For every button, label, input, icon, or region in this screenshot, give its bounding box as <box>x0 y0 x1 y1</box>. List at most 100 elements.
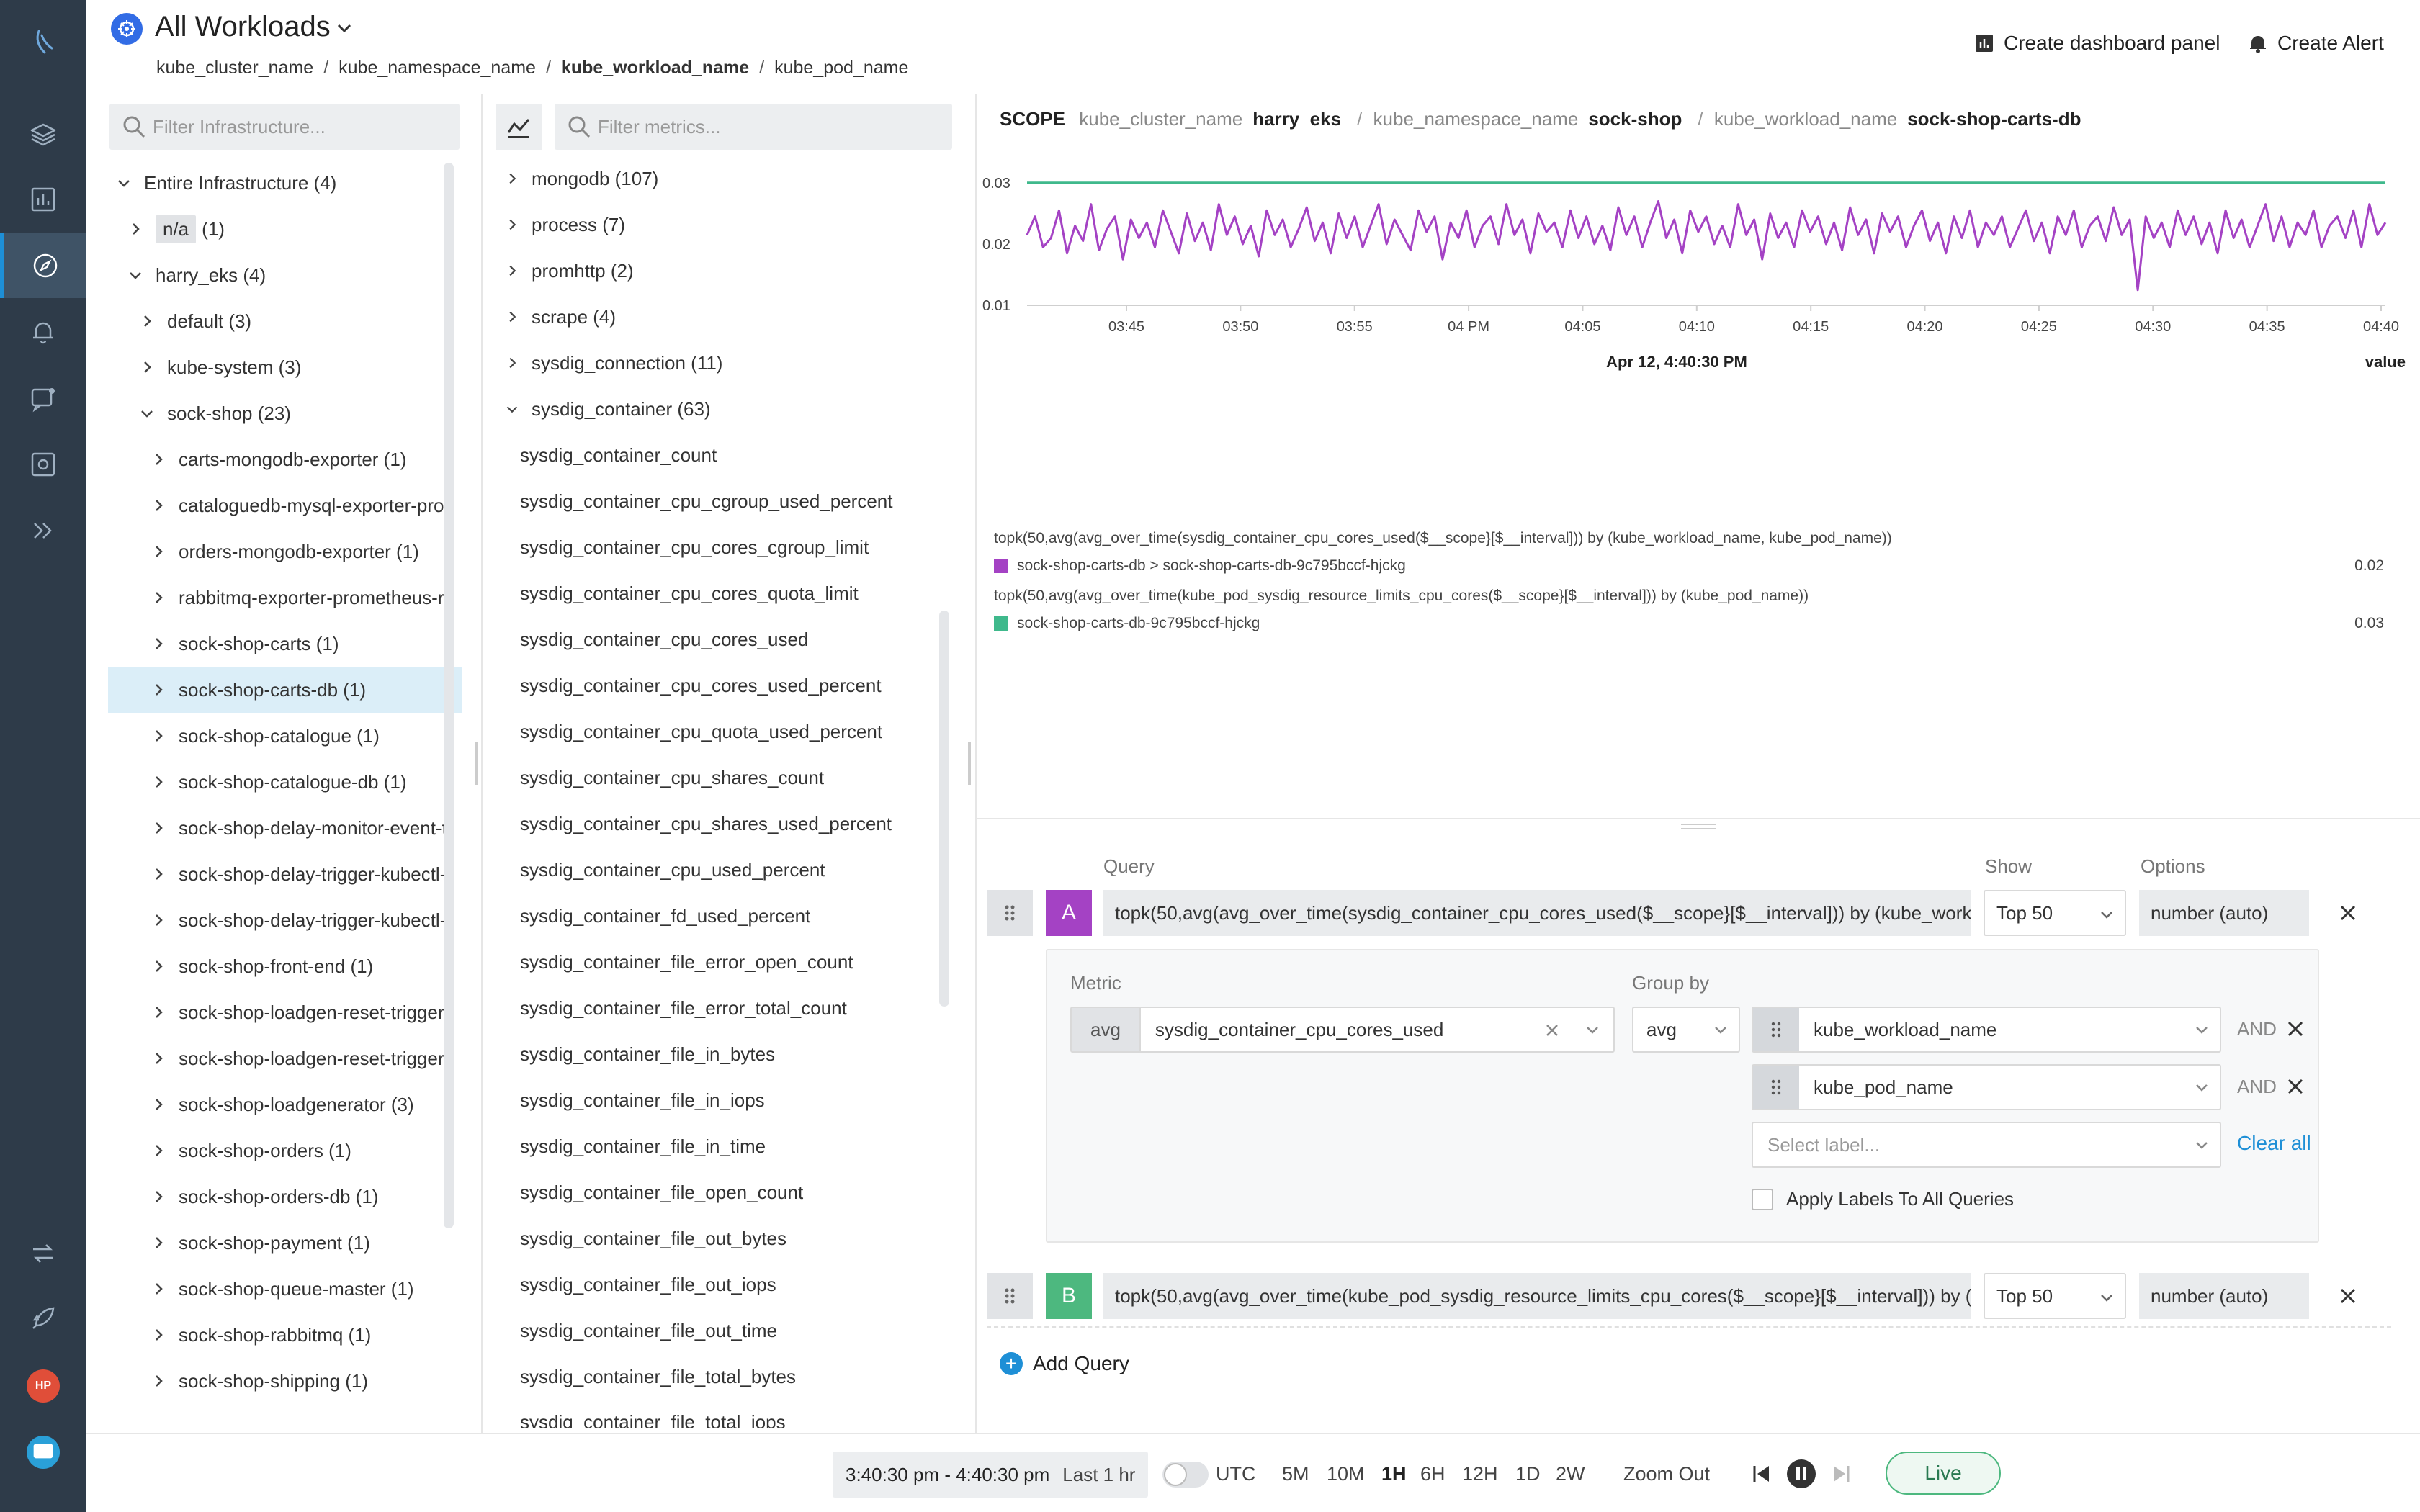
alerts-bell-icon[interactable] <box>0 300 86 364</box>
metric-item[interactable]: sysdig_container_file_in_iops <box>520 1089 765 1111</box>
skip-forward-icon[interactable] <box>1829 1462 1854 1486</box>
chevron-right-icon[interactable] <box>127 220 144 238</box>
metric-aggregation[interactable]: avg <box>1072 1008 1141 1051</box>
preset-1d[interactable]: 1D <box>1515 1463 1541 1485</box>
remove-label-icon[interactable] <box>2285 1076 2306 1097</box>
metrics-scrollbar[interactable] <box>939 611 949 1007</box>
metric-group[interactable]: promhttp (2) <box>504 248 946 294</box>
tree-item[interactable]: cataloguedb-mysql-exporter-pro <box>108 482 462 528</box>
metric-item[interactable]: sysdig_container_file_in_bytes <box>520 1043 776 1065</box>
tree-item[interactable]: Entire Infrastructure (4) <box>108 160 462 206</box>
query-input[interactable]: topk(50,avg(avg_over_time(sysdig_contain… <box>1103 890 1971 936</box>
tree-item[interactable]: sock-shop-payment (1) <box>108 1220 462 1266</box>
chevron-right-icon[interactable] <box>150 1096 167 1113</box>
metric-group[interactable]: sysdig_connection (11) <box>504 340 946 386</box>
tree-item[interactable]: sock-shop-queue-master (1) <box>108 1266 462 1312</box>
tree-item[interactable]: sock-shop-carts (1) <box>108 621 462 667</box>
user-avatar[interactable]: HP <box>0 1354 86 1418</box>
chevron-down-icon[interactable] <box>127 266 144 284</box>
tree-item[interactable]: sock-shop-loadgen-reset-trigger- <box>108 1035 462 1081</box>
preset-5m[interactable]: 5M <box>1282 1463 1309 1485</box>
metric-item[interactable]: sysdig_container_cpu_cores_used <box>520 628 809 650</box>
chevron-right-icon[interactable] <box>150 727 167 744</box>
metric-group[interactable]: scrape (4) <box>504 294 946 340</box>
options-select[interactable]: number (auto) <box>2139 1273 2309 1319</box>
create-dashboard-panel-button[interactable]: Create dashboard panel <box>1973 32 2220 55</box>
tree-item[interactable]: sock-shop-rabbitmq (1) <box>108 1312 462 1358</box>
drag-handle-icon[interactable] <box>1753 1008 1799 1051</box>
show-select[interactable]: Top 50 <box>1984 1273 2126 1319</box>
chevron-right-icon[interactable] <box>150 865 167 883</box>
tree-item[interactable]: carts-mongodb-exporter (1) <box>108 436 462 482</box>
chevron-down-icon[interactable] <box>115 174 133 192</box>
legend-series-a[interactable]: sock-shop-carts-db > sock-shop-carts-db-… <box>994 557 2384 575</box>
tree-item[interactable]: sock-shop-shipping (1) <box>108 1358 462 1404</box>
chevron-right-icon[interactable] <box>150 543 167 560</box>
panel-resize-handle[interactable] <box>968 742 971 785</box>
group-label-select[interactable]: kube_pod_name <box>1752 1064 2221 1110</box>
metric-item[interactable]: sysdig_container_cpu_cores_used_percent <box>520 674 882 696</box>
tree-item[interactable]: rabbitmq-exporter-prometheus-r <box>108 575 462 621</box>
tree-item[interactable]: default (3) <box>108 298 462 344</box>
group-aggregation-select[interactable]: avg <box>1632 1007 1740 1053</box>
page-title[interactable]: All Workloads <box>155 11 331 42</box>
chevron-right-icon[interactable] <box>138 312 156 330</box>
scope-value[interactable]: sock-shop-carts-db <box>1907 108 2081 130</box>
metric-selector[interactable]: avg sysdig_container_cpu_cores_used <box>1070 1007 1615 1053</box>
drag-handle-icon[interactable] <box>987 1273 1033 1319</box>
live-button[interactable]: Live <box>1886 1452 2001 1495</box>
query-letter[interactable]: A <box>1046 890 1092 936</box>
metric-item[interactable]: sysdig_container_file_open_count <box>520 1181 804 1203</box>
tree-item[interactable]: sock-shop-delay-trigger-kubectl- <box>108 897 462 943</box>
tree-item[interactable]: sock-shop-front-end (1) <box>108 943 462 989</box>
metric-trend-icon[interactable] <box>496 104 542 150</box>
chevron-right-icon[interactable] <box>150 1326 167 1344</box>
apply-labels-checkbox[interactable]: Apply Labels To All Queries <box>1752 1188 2014 1210</box>
chevron-right-icon[interactable] <box>504 263 520 279</box>
chevron-right-icon[interactable] <box>150 1004 167 1021</box>
expand-nav-icon[interactable] <box>0 498 86 563</box>
tree-item[interactable]: sock-shop (23) <box>108 390 462 436</box>
tree-item[interactable]: orders-mongodb-exporter (1) <box>108 528 462 575</box>
metric-item[interactable]: sysdig_container_count <box>520 444 717 466</box>
breadcrumb-item-current[interactable]: kube_workload_name <box>560 58 750 78</box>
pause-icon[interactable] <box>1786 1459 1816 1489</box>
scope-value[interactable]: harry_eks <box>1252 108 1342 130</box>
explore-compass-icon[interactable] <box>0 233 86 298</box>
chevron-right-icon[interactable] <box>150 1142 167 1159</box>
preset-1h[interactable]: 1H <box>1381 1463 1407 1485</box>
drag-handle-icon[interactable] <box>987 890 1033 936</box>
preset-2w[interactable]: 2W <box>1556 1463 1585 1485</box>
group-label-select[interactable]: kube_workload_name <box>1752 1007 2221 1053</box>
tree-item[interactable]: sock-shop-catalogue-db (1) <box>108 759 462 805</box>
breadcrumb-item[interactable]: kube_namespace_name <box>339 58 536 78</box>
metric-item[interactable]: sysdig_container_cpu_cgroup_used_percent <box>520 490 893 512</box>
tree-item[interactable]: sock-shop-loadgen-reset-trigger- <box>108 989 462 1035</box>
timeseries-chart[interactable]: 0.01 0.02 0.03 03:45 03:50 03:55 04 PM 04:05 04:… <box>977 166 2420 619</box>
tree-item[interactable]: sock-shop-orders-db (1) <box>108 1174 462 1220</box>
remove-query-icon[interactable] <box>2335 900 2361 926</box>
query-input[interactable]: topk(50,avg(avg_over_time(kube_pod_sysdi… <box>1103 1273 1971 1319</box>
options-select[interactable]: number (auto) <box>2139 890 2309 936</box>
layers-icon[interactable] <box>0 102 86 167</box>
infrastructure-filter[interactable]: Filter Infrastructure... <box>109 104 460 150</box>
clear-metric-icon[interactable] <box>1544 1022 1560 1038</box>
integrations-icon[interactable] <box>0 1221 86 1286</box>
metric-item[interactable]: sysdig_container_cpu_used_percent <box>520 858 825 881</box>
chevron-down-icon[interactable] <box>138 405 156 422</box>
tree-item[interactable]: sock-shop-catalogue (1) <box>108 713 462 759</box>
panel-resize-handle[interactable] <box>475 742 478 785</box>
remove-query-icon[interactable] <box>2335 1283 2361 1309</box>
events-icon[interactable] <box>0 366 86 431</box>
tree-item-selected[interactable]: sock-shop-carts-db (1) <box>108 667 462 713</box>
zoom-out-button[interactable]: Zoom Out <box>1623 1463 1711 1485</box>
chevron-down-icon[interactable] <box>1585 1022 1600 1038</box>
metric-item[interactable]: sysdig_container_file_total_iops <box>520 1411 786 1428</box>
chevron-right-icon[interactable] <box>150 681 167 698</box>
tree-item[interactable]: sock-shop-orders (1) <box>108 1128 462 1174</box>
query-letter[interactable]: B <box>1046 1273 1092 1319</box>
chevron-right-icon[interactable] <box>150 1372 167 1390</box>
chevron-right-icon[interactable] <box>150 1188 167 1205</box>
show-select[interactable]: Top 50 <box>1984 890 2126 936</box>
tree-item[interactable]: kube-system (3) <box>108 344 462 390</box>
